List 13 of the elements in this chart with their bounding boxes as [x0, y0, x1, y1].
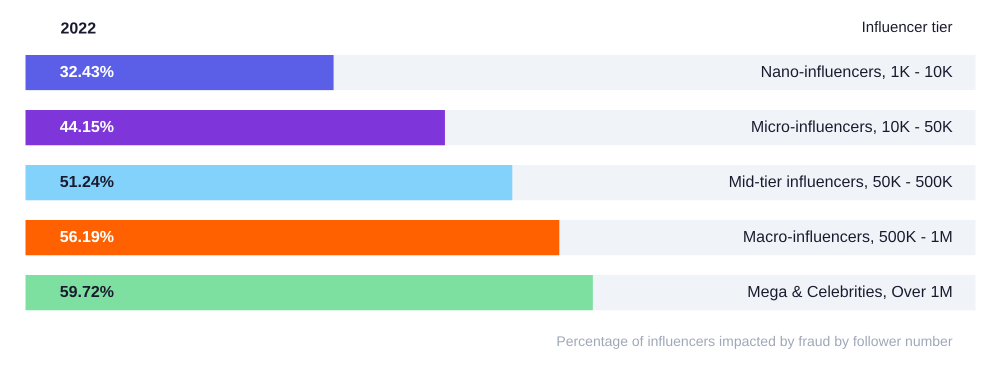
data-label: 56.19% — [60, 229, 114, 246]
chart-title: 2022 — [60, 20, 96, 38]
data-label: 59.72% — [60, 284, 114, 302]
data-label: 44.15% — [60, 119, 114, 136]
data-label: 51.24% — [60, 174, 114, 192]
y-axis-title: Influencer tier — [862, 18, 953, 36]
y-tick-label: Micro-influencers, 10K - 50K — [750, 119, 954, 136]
y-tick-label: Nano-influencers, 1K - 10K — [760, 64, 954, 82]
text: Percentage of influencers impacted by fraud by follower number — [556, 333, 953, 350]
y-tick-label: Mid-tier influencers, 50K - 500K — [728, 174, 954, 192]
data-label: 32.43% — [60, 64, 114, 82]
y-tick-label: Mega & Celebrities, Over 1M — [747, 284, 953, 302]
y-tick-label: Macro-influencers, 500K - 1M — [742, 229, 953, 246]
